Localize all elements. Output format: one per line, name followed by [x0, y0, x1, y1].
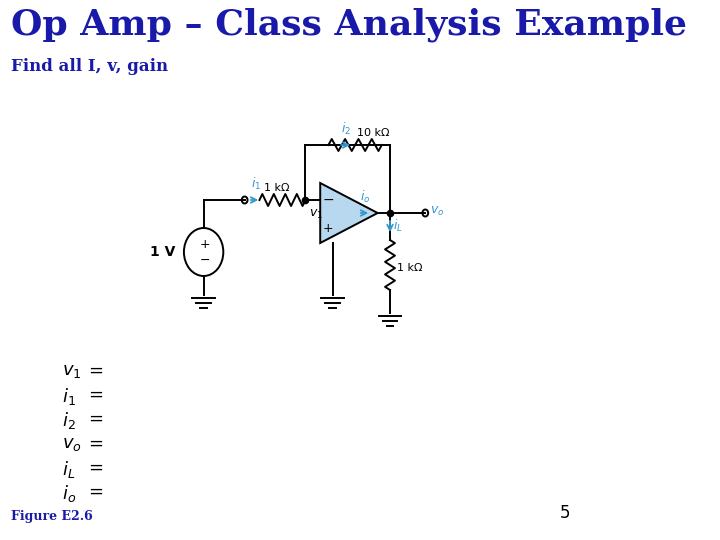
Text: =: =	[88, 362, 103, 380]
Text: 5: 5	[560, 504, 571, 522]
Text: =: =	[88, 435, 103, 453]
Text: −: −	[200, 253, 210, 267]
Text: $v_1$: $v_1$	[62, 362, 81, 380]
Text: $v_o$: $v_o$	[62, 435, 81, 453]
Text: =: =	[88, 410, 103, 428]
Text: =: =	[88, 386, 103, 404]
Text: $i_2$: $i_2$	[341, 121, 351, 137]
Text: Op Amp – Class Analysis Example: Op Amp – Class Analysis Example	[12, 8, 688, 43]
Text: $i_L$: $i_L$	[62, 459, 75, 480]
Text: 1 kΩ: 1 kΩ	[264, 183, 290, 193]
Text: 1 kΩ: 1 kΩ	[397, 263, 422, 273]
Text: Figure E2.6: Figure E2.6	[12, 510, 94, 523]
Text: $v_o$: $v_o$	[431, 205, 444, 218]
Text: $v_1$: $v_1$	[309, 208, 323, 221]
Text: =: =	[88, 483, 103, 501]
Text: +: +	[323, 221, 334, 234]
Text: $i_1$: $i_1$	[62, 386, 76, 407]
Text: $i_o$: $i_o$	[62, 483, 76, 504]
Text: $i_L$: $i_L$	[393, 218, 403, 234]
Text: 1 V: 1 V	[150, 245, 175, 259]
Polygon shape	[320, 183, 378, 243]
Circle shape	[423, 210, 428, 217]
Text: Find all I, v, gain: Find all I, v, gain	[12, 58, 168, 75]
Text: $i_2$: $i_2$	[62, 410, 76, 431]
Text: 10 kΩ: 10 kΩ	[357, 128, 390, 138]
Circle shape	[242, 197, 248, 204]
Text: =: =	[88, 459, 103, 477]
Text: $i_o$: $i_o$	[359, 189, 370, 205]
Text: $i_1$: $i_1$	[251, 176, 261, 192]
Text: +: +	[200, 239, 210, 252]
Text: −: −	[323, 193, 334, 207]
